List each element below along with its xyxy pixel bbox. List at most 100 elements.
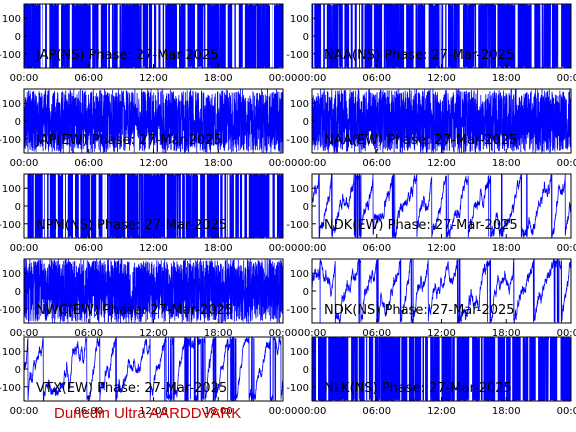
panel-title: NAA(EW) Phase: 27-Mar-2025 bbox=[324, 133, 517, 148]
x-tick-label: 00:00 bbox=[557, 73, 576, 84]
signal-gap bbox=[373, 337, 375, 401]
x-tick-label: 00:00 bbox=[10, 243, 39, 254]
signal-gap bbox=[237, 4, 239, 68]
phase-series-line bbox=[312, 89, 571, 153]
phase-series-line bbox=[24, 259, 283, 323]
x-tick-label: 18:00 bbox=[204, 243, 233, 254]
signal-gap bbox=[496, 337, 498, 401]
x-tick-label: 06:00 bbox=[74, 158, 103, 169]
signal-gap bbox=[156, 4, 159, 68]
signal-gap bbox=[400, 337, 402, 401]
phase-series-line bbox=[312, 174, 571, 238]
signal-gap bbox=[510, 337, 513, 401]
x-tick-label: 00:00 bbox=[298, 158, 327, 169]
signal-gap bbox=[382, 4, 384, 68]
phase-panel: 100 0 -100 00:00 06:00 12:00 18:00 00:00 NAA(EW)… bbox=[286, 88, 576, 169]
signal-gap bbox=[424, 337, 426, 401]
y-tick-label: 100 bbox=[290, 347, 309, 358]
x-tick-label: 00:00 bbox=[298, 328, 327, 339]
signal-gap bbox=[443, 4, 446, 68]
y-tick-label: 100 bbox=[2, 184, 21, 195]
panel-title: NLK(NS) Phase: 27-Mar-2025 bbox=[324, 381, 512, 396]
x-tick-label: 12:00 bbox=[139, 158, 168, 169]
signal-gap bbox=[98, 4, 101, 68]
signal-gap bbox=[233, 174, 236, 238]
signal-gap bbox=[479, 337, 481, 401]
y-tick-label: -100 bbox=[286, 220, 309, 231]
signal-gap bbox=[551, 4, 552, 68]
phase-panel: 100 0 -100 00:00 06:00 12:00 18:00 00:00 NWC(EW)… bbox=[0, 258, 297, 339]
x-tick-label: 06:00 bbox=[362, 406, 391, 417]
x-tick-label: 00:00 bbox=[269, 243, 298, 254]
signal-gap bbox=[58, 4, 60, 68]
x-tick-label: 18:00 bbox=[204, 73, 233, 84]
signal-gap bbox=[404, 4, 407, 68]
signal-gap bbox=[272, 4, 274, 68]
y-tick-label: 0 bbox=[303, 32, 309, 43]
y-tick-label: 0 bbox=[15, 32, 21, 43]
x-tick-label: 12:00 bbox=[139, 406, 168, 417]
y-tick-label: -100 bbox=[0, 50, 21, 61]
signal-gap bbox=[117, 4, 120, 68]
panel-title: NPM(NS) Phase: 27-Mar-2025 bbox=[36, 218, 227, 233]
panel-title: NDK(NS) Phase: 27-Mar-2025 bbox=[324, 303, 515, 318]
signal-gap bbox=[46, 4, 49, 68]
signal-gap bbox=[540, 4, 542, 68]
y-tick-label: 100 bbox=[2, 269, 21, 280]
x-tick-label: 00:00 bbox=[298, 243, 327, 254]
signal-gap bbox=[110, 4, 112, 68]
y-tick-label: -100 bbox=[286, 50, 309, 61]
signal-gap bbox=[48, 174, 50, 238]
signal-gap bbox=[326, 337, 329, 401]
signal-gap bbox=[495, 337, 497, 401]
x-tick-label: 00:00 bbox=[10, 406, 39, 417]
y-tick-label: -100 bbox=[0, 220, 21, 231]
panel-title: JAP(EW) Phase: 27-Mar-2025 bbox=[35, 133, 222, 148]
y-tick-label: -100 bbox=[0, 383, 21, 394]
signal-gap bbox=[165, 174, 167, 238]
signal-gap bbox=[425, 4, 427, 68]
x-tick-label: 00:00 bbox=[557, 406, 576, 417]
y-tick-label: -100 bbox=[286, 383, 309, 394]
signal-gap bbox=[505, 337, 507, 401]
signal-gap bbox=[55, 174, 58, 238]
signal-gap bbox=[549, 337, 550, 401]
signal-gap bbox=[557, 337, 560, 401]
signal-gap bbox=[270, 4, 273, 68]
x-tick-label: 06:00 bbox=[362, 73, 391, 84]
signal-gap bbox=[184, 174, 186, 238]
signal-gap bbox=[440, 4, 442, 68]
signal-gap bbox=[107, 4, 109, 68]
signal-gap bbox=[421, 337, 423, 401]
signal-gap bbox=[148, 4, 149, 68]
signal-gap bbox=[222, 174, 225, 238]
signal-gap bbox=[242, 174, 245, 238]
x-tick-label: 18:00 bbox=[492, 73, 521, 84]
signal-gap bbox=[459, 4, 463, 68]
signal-gap bbox=[352, 4, 355, 68]
signal-gap bbox=[364, 337, 366, 401]
signal-gap bbox=[225, 4, 228, 68]
signal-gap bbox=[177, 4, 179, 68]
y-tick-label: 100 bbox=[290, 99, 309, 110]
x-tick-label: 00:00 bbox=[557, 158, 576, 169]
phase-panel: 100 0 -100 00:00 06:00 12:00 18:00 00:00 NLK(NS)… bbox=[286, 336, 576, 417]
signal-gap bbox=[97, 174, 99, 238]
signal-gap bbox=[321, 4, 324, 68]
signal-gap bbox=[559, 337, 561, 401]
signal-gap bbox=[439, 337, 442, 401]
y-tick-label: 100 bbox=[290, 184, 309, 195]
signal-gap bbox=[469, 337, 472, 401]
signal-gap bbox=[152, 4, 154, 68]
signal-gap bbox=[270, 174, 273, 238]
signal-gap bbox=[161, 4, 163, 68]
y-tick-label: 100 bbox=[2, 347, 21, 358]
x-tick-label: 00:00 bbox=[10, 158, 39, 169]
signal-gap bbox=[180, 174, 183, 238]
signal-gap bbox=[446, 4, 448, 68]
phase-panel: 100 0 -100 00:00 06:00 12:00 18:00 00:00 NDK(NS)… bbox=[286, 258, 576, 339]
x-tick-label: 12:00 bbox=[427, 328, 456, 339]
signal-gap bbox=[476, 4, 479, 68]
signal-gap bbox=[73, 174, 75, 238]
